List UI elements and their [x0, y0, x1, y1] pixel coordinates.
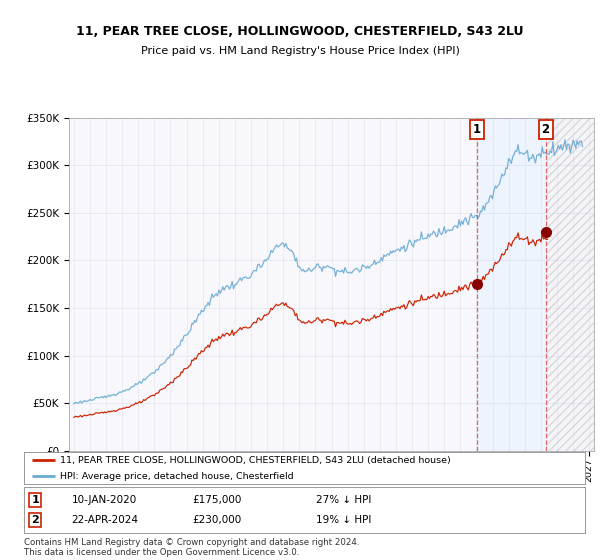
Text: Contains HM Land Registry data © Crown copyright and database right 2024.
This d: Contains HM Land Registry data © Crown c…	[24, 538, 359, 557]
Text: £175,000: £175,000	[192, 495, 242, 505]
Text: 10-JAN-2020: 10-JAN-2020	[71, 495, 137, 505]
Text: 11, PEAR TREE CLOSE, HOLLINGWOOD, CHESTERFIELD, S43 2LU (detached house): 11, PEAR TREE CLOSE, HOLLINGWOOD, CHESTE…	[61, 455, 451, 465]
Text: 2: 2	[542, 123, 550, 136]
Text: HPI: Average price, detached house, Chesterfield: HPI: Average price, detached house, Ches…	[61, 472, 294, 481]
Text: 11, PEAR TREE CLOSE, HOLLINGWOOD, CHESTERFIELD, S43 2LU: 11, PEAR TREE CLOSE, HOLLINGWOOD, CHESTE…	[76, 25, 524, 38]
Text: 1: 1	[473, 123, 481, 136]
Text: 19% ↓ HPI: 19% ↓ HPI	[316, 515, 371, 525]
Text: 1: 1	[31, 495, 39, 505]
Bar	[545, 118, 597, 451]
Bar	[545, 118, 597, 451]
Text: 27% ↓ HPI: 27% ↓ HPI	[316, 495, 371, 505]
Bar	[477, 118, 545, 451]
Bar	[545, 118, 597, 451]
Text: 2: 2	[31, 515, 39, 525]
Text: £230,000: £230,000	[192, 515, 242, 525]
Text: Price paid vs. HM Land Registry's House Price Index (HPI): Price paid vs. HM Land Registry's House …	[140, 46, 460, 56]
Text: 22-APR-2024: 22-APR-2024	[71, 515, 139, 525]
